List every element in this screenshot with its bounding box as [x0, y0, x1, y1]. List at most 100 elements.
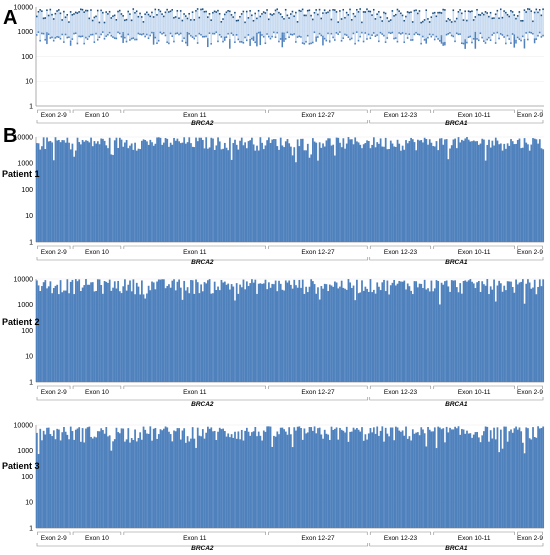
coverage-bar-top — [68, 21, 70, 23]
coverage-bar — [354, 429, 357, 528]
coverage-bar — [518, 11, 521, 40]
coverage-bar — [337, 439, 340, 528]
coverage-bar — [371, 292, 374, 382]
exon-bracket — [433, 245, 515, 249]
coverage-bar — [486, 426, 489, 528]
coverage-bar — [290, 146, 292, 242]
coverage-bar — [124, 279, 126, 382]
coverage-bar — [444, 281, 446, 382]
coverage-bar-top — [176, 10, 179, 12]
coverage-bar — [477, 13, 480, 42]
coverage-bar — [262, 11, 265, 38]
coverage-bar — [494, 13, 497, 44]
coverage-bar — [449, 148, 451, 242]
coverage-bar — [173, 16, 175, 43]
coverage-bar — [477, 280, 480, 382]
coverage-bar — [530, 439, 533, 528]
y-tick-label: 1 — [29, 239, 33, 246]
coverage-bar — [298, 146, 301, 242]
coverage-bar-top — [54, 12, 57, 15]
coverage-bar — [100, 428, 103, 528]
coverage-bar — [288, 427, 291, 528]
gene-label: BRCA1 — [445, 259, 468, 266]
coverage-bar-bottom — [435, 35, 438, 38]
coverage-bar-bottom — [515, 39, 517, 42]
coverage-bar — [278, 280, 280, 382]
coverage-bar — [66, 137, 69, 242]
coverage-bar — [505, 290, 507, 382]
coverage-bar-top — [212, 11, 214, 14]
coverage-bar — [284, 8, 287, 40]
coverage-bar — [466, 430, 468, 528]
coverage-bar — [140, 16, 143, 36]
coverage-bar — [337, 288, 340, 382]
coverage-bar — [332, 286, 335, 382]
exon-region-label: Exon 12-23 — [384, 389, 418, 396]
coverage-bar-top — [357, 11, 360, 13]
coverage-bar — [527, 144, 529, 242]
exon-region-label: Exon 12-23 — [384, 112, 418, 119]
coverage-bar-top — [345, 11, 348, 14]
coverage-bar-bottom — [432, 33, 434, 36]
coverage-bar — [235, 19, 238, 36]
coverage-bar — [47, 427, 50, 528]
coverage-bar — [450, 145, 453, 242]
coverage-bar — [181, 430, 184, 528]
coverage-bar — [247, 141, 250, 242]
coverage-bar-top — [254, 12, 256, 15]
coverage-bar-top — [503, 10, 505, 12]
coverage-bar — [137, 286, 140, 382]
coverage-bar — [142, 139, 145, 242]
coverage-bar — [361, 21, 363, 34]
exon-bracket — [517, 385, 543, 389]
coverage-bar-top — [457, 11, 460, 13]
coverage-bar — [195, 447, 197, 528]
coverage-bar-top — [408, 11, 411, 14]
coverage-bar — [271, 446, 274, 528]
coverage-bar — [533, 279, 536, 382]
coverage-bar-bottom — [471, 41, 473, 44]
y-tick-label: 1 — [29, 103, 33, 110]
coverage-bar — [147, 144, 150, 242]
coverage-bar-bottom — [381, 33, 383, 35]
coverage-bar — [454, 426, 456, 528]
coverage-bar — [247, 17, 250, 36]
coverage-bar — [83, 285, 86, 382]
coverage-bar-top — [317, 13, 319, 16]
coverage-bar-top — [415, 9, 417, 12]
coverage-bar — [393, 146, 396, 242]
coverage-bar — [474, 288, 477, 382]
coverage-bar-bottom — [191, 36, 194, 38]
coverage-bar-dip — [474, 33, 477, 49]
coverage-bar — [444, 139, 446, 242]
coverage-bar — [73, 156, 75, 242]
coverage-bar — [273, 13, 275, 34]
coverage-bar-top — [481, 12, 483, 14]
coverage-bar — [134, 294, 136, 382]
coverage-bar-top — [186, 17, 189, 20]
coverage-bar — [335, 427, 338, 528]
coverage-bar-top — [110, 17, 113, 19]
coverage-bar-top — [59, 12, 62, 15]
coverage-bar — [273, 139, 275, 242]
coverage-bar-bottom — [295, 41, 297, 43]
coverage-bar-top — [49, 8, 52, 11]
coverage-bar-top — [205, 10, 207, 13]
coverage-bar-top — [322, 12, 324, 14]
coverage-bar-top — [276, 8, 278, 11]
coverage-bar — [489, 430, 492, 528]
coverage-bar-top — [135, 10, 138, 13]
coverage-bar-bottom — [415, 31, 417, 34]
coverage-bar — [471, 141, 473, 242]
coverage-bar-top — [290, 13, 292, 15]
coverage-bar-bottom — [322, 35, 324, 38]
coverage-bar — [125, 290, 128, 382]
coverage-bar-bottom — [286, 31, 289, 34]
coverage-bar — [132, 149, 135, 242]
coverage-bar-top — [488, 15, 490, 18]
coverage-bar — [327, 11, 329, 35]
coverage-bar — [433, 427, 436, 528]
coverage-bar — [503, 285, 506, 382]
y-tick-label: 10000 — [14, 134, 34, 141]
coverage-bar — [469, 433, 472, 528]
